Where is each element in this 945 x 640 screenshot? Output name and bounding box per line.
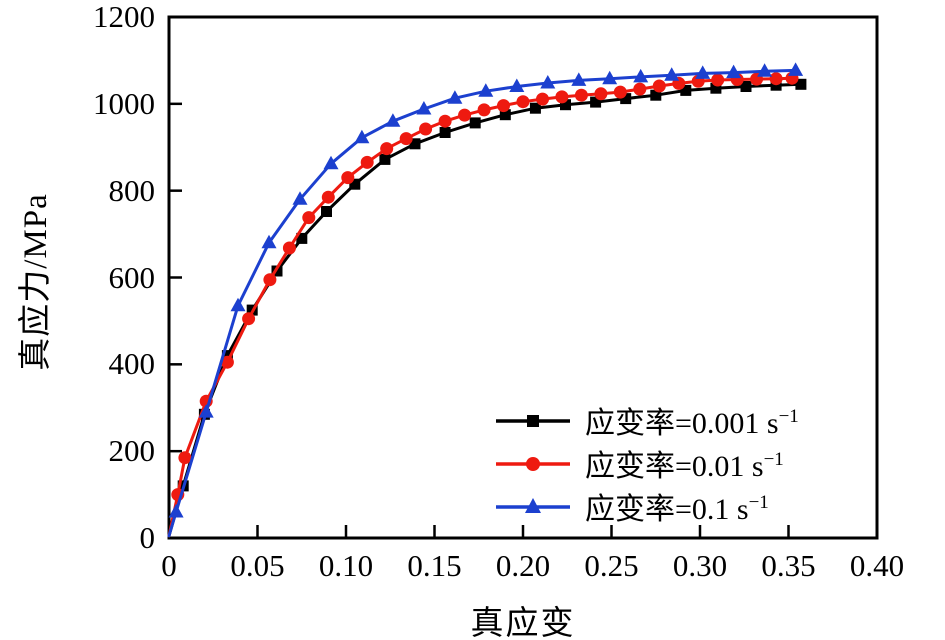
- x-tick-label: 0.05: [230, 548, 285, 583]
- legend-item-strain-rate-0.1: 应变率=0.1 s−1: [494, 485, 799, 528]
- x-tick-label: 0.40: [849, 548, 905, 583]
- legend-triangle-marker-icon: [496, 497, 570, 513]
- y-tick-label: 800: [108, 172, 156, 208]
- y-tick-label: 600: [108, 259, 156, 295]
- x-tick-label: 0.30: [672, 548, 728, 583]
- y-tick-label: 1200: [93, 0, 155, 34]
- legend-label: 应变率=0.1 s−1: [585, 492, 769, 526]
- x-axis-title: 真应变: [470, 606, 576, 640]
- legend-square-marker-icon: [496, 414, 570, 427]
- y-tick-label: 1000: [93, 85, 155, 121]
- y-tick-label: 200: [108, 433, 156, 469]
- legend-item-strain-rate-0.001: 应变率=0.001 s−1: [494, 399, 799, 442]
- series-line-0.01 s⁻¹: [167, 76, 794, 538]
- y-tick-label: 0: [139, 520, 156, 555]
- legend-label: 应变率=0.001 s−1: [585, 406, 799, 440]
- x-tick-label: 0.35: [761, 548, 816, 583]
- x-tick-label: 0.25: [584, 548, 639, 583]
- x-tick-label: 0.15: [407, 548, 462, 583]
- legend-label: 应变率=0.01 s−1: [585, 449, 784, 483]
- x-tick-label: 0: [161, 548, 177, 583]
- legend-circle-marker-icon: [496, 456, 570, 471]
- series-line-0.1 s⁻¹: [167, 68, 798, 538]
- x-tick-label: 0.20: [495, 548, 551, 583]
- x-tick-label: 0.10: [318, 548, 374, 583]
- legend: 应变率=0.001 s−1 应变率=0.01 s−1 应变率=0.1 s−1: [494, 399, 799, 528]
- y-tick-label: 400: [108, 346, 156, 382]
- legend-item-strain-rate-0.01: 应变率=0.01 s−1: [494, 442, 799, 485]
